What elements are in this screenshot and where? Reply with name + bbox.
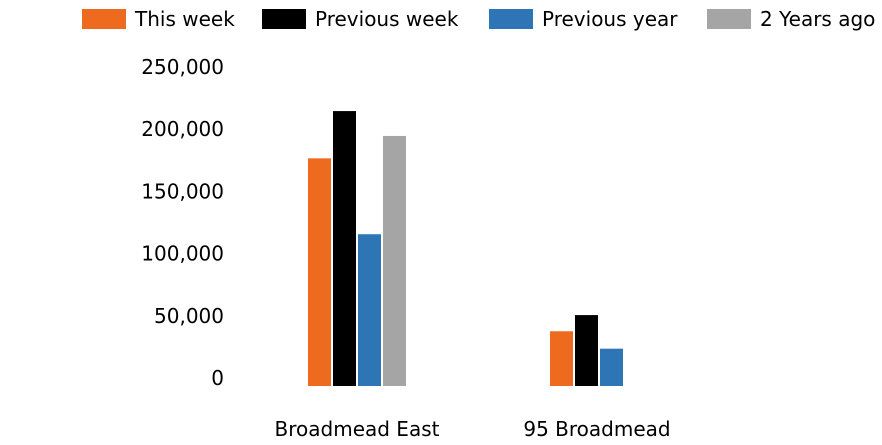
x-tick-label: 95 Broadmead (523, 417, 670, 441)
legend-swatch-this-week (82, 9, 126, 29)
legend-swatch-previous-year (489, 9, 533, 29)
bar (600, 348, 623, 386)
x-axis: Broadmead East 95 Broadmead (275, 417, 671, 441)
bar (550, 331, 573, 386)
legend: This week Previous week Previous year 2 … (0, 6, 882, 32)
legend-item-previous-week: Previous week (262, 6, 458, 32)
bars (308, 111, 623, 387)
legend-label-previous-year: Previous year (542, 7, 678, 31)
legend-label-previous-week: Previous week (315, 7, 459, 31)
bar (308, 158, 331, 386)
y-tick-label: 200,000 (141, 117, 224, 141)
y-axis: 0 50,000 100,000 150,000 200,000 250,000 (141, 55, 224, 390)
y-tick-label: 50,000 (154, 304, 224, 328)
legend-label-this-week: This week (135, 7, 235, 31)
x-tick-label: Broadmead East (275, 417, 440, 441)
bar (383, 135, 406, 386)
y-tick-label: 150,000 (141, 179, 224, 203)
legend-item-previous-year: Previous year (489, 6, 678, 32)
y-tick-label: 0 (211, 366, 224, 390)
bar (333, 111, 356, 387)
y-tick-label: 100,000 (141, 242, 224, 266)
bar (358, 234, 381, 386)
bar (575, 315, 598, 386)
legend-label-2-years-ago: 2 Years ago (760, 7, 876, 31)
legend-swatch-2-years-ago (707, 9, 751, 29)
legend-swatch-previous-week (262, 9, 306, 29)
legend-item-this-week: This week (82, 6, 235, 32)
y-tick-label: 250,000 (141, 55, 224, 79)
legend-item-2-years-ago: 2 Years ago (707, 6, 875, 32)
